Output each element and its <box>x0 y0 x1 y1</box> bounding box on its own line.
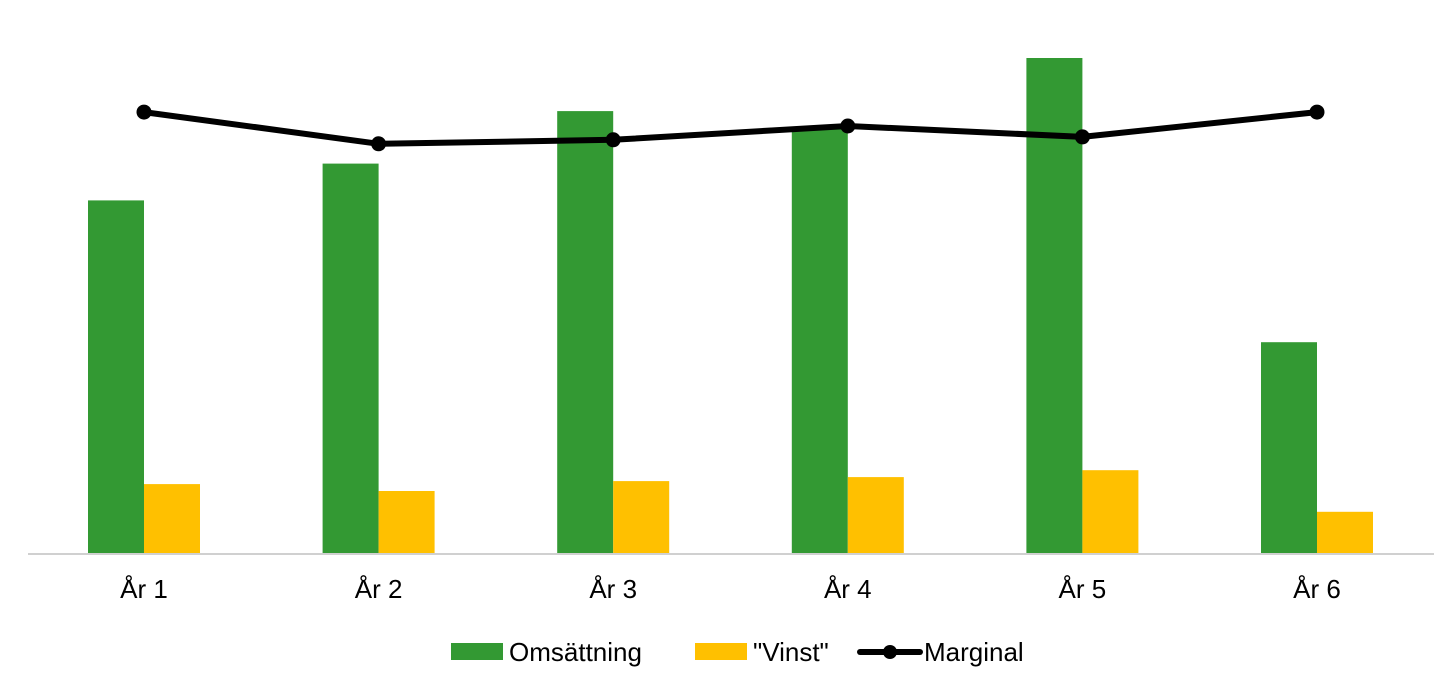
legend-item-vinst: "Vinst" <box>695 637 829 667</box>
marginal-point-3 <box>605 132 621 148</box>
x-tick-label: År 3 <box>589 574 637 604</box>
bar-vinst-2 <box>378 491 435 554</box>
marginal-line-layer <box>136 104 1325 152</box>
bar-omsattning-5 <box>1026 58 1083 554</box>
marginal-point-2 <box>371 136 387 152</box>
x-tick-label: År 1 <box>120 574 168 604</box>
bar-omsattning-2 <box>322 163 379 554</box>
legend-item-marginal: Marginal <box>857 637 1024 667</box>
x-tick-labels: År 1 År 2 År 3 År 4 År 5 År 6 <box>120 574 1341 604</box>
x-tick-label: År 5 <box>1059 574 1107 604</box>
legend-label-vinst: "Vinst" <box>753 637 829 667</box>
bar-vinst-3 <box>613 481 670 554</box>
bar-vinst-5 <box>1082 470 1139 554</box>
marginal-point-5 <box>1074 129 1090 145</box>
bar-vinst-1 <box>144 484 200 554</box>
marginal-series-line <box>143 109 1318 147</box>
marginal-point-6 <box>1309 104 1325 120</box>
legend-label-omsattning: Omsättning <box>509 637 642 667</box>
bars-layer <box>88 58 1373 555</box>
bar-vinst-4 <box>847 477 904 554</box>
x-tick-label: År 4 <box>824 574 872 604</box>
legend-item-omsattning: Omsättning <box>451 637 642 667</box>
legend: Omsättning "Vinst" Marginal <box>451 637 1024 667</box>
bar-omsattning-3 <box>557 111 614 554</box>
bar-omsattning-6 <box>1261 342 1317 554</box>
bar-vinst-6 <box>1317 511 1373 554</box>
legend-swatch-vinst <box>695 643 747 660</box>
x-tick-label: År 2 <box>355 574 403 604</box>
marginal-point-1 <box>136 104 152 120</box>
legend-swatch-omsattning <box>451 643 503 660</box>
bar-omsattning-4 <box>791 126 848 555</box>
marginal-point-4 <box>840 118 856 134</box>
legend-swatch-marginal-marker <box>883 645 897 659</box>
legend-label-marginal: Marginal <box>924 637 1024 667</box>
bar-omsattning-1 <box>88 200 144 554</box>
x-tick-label: År 6 <box>1293 574 1341 604</box>
